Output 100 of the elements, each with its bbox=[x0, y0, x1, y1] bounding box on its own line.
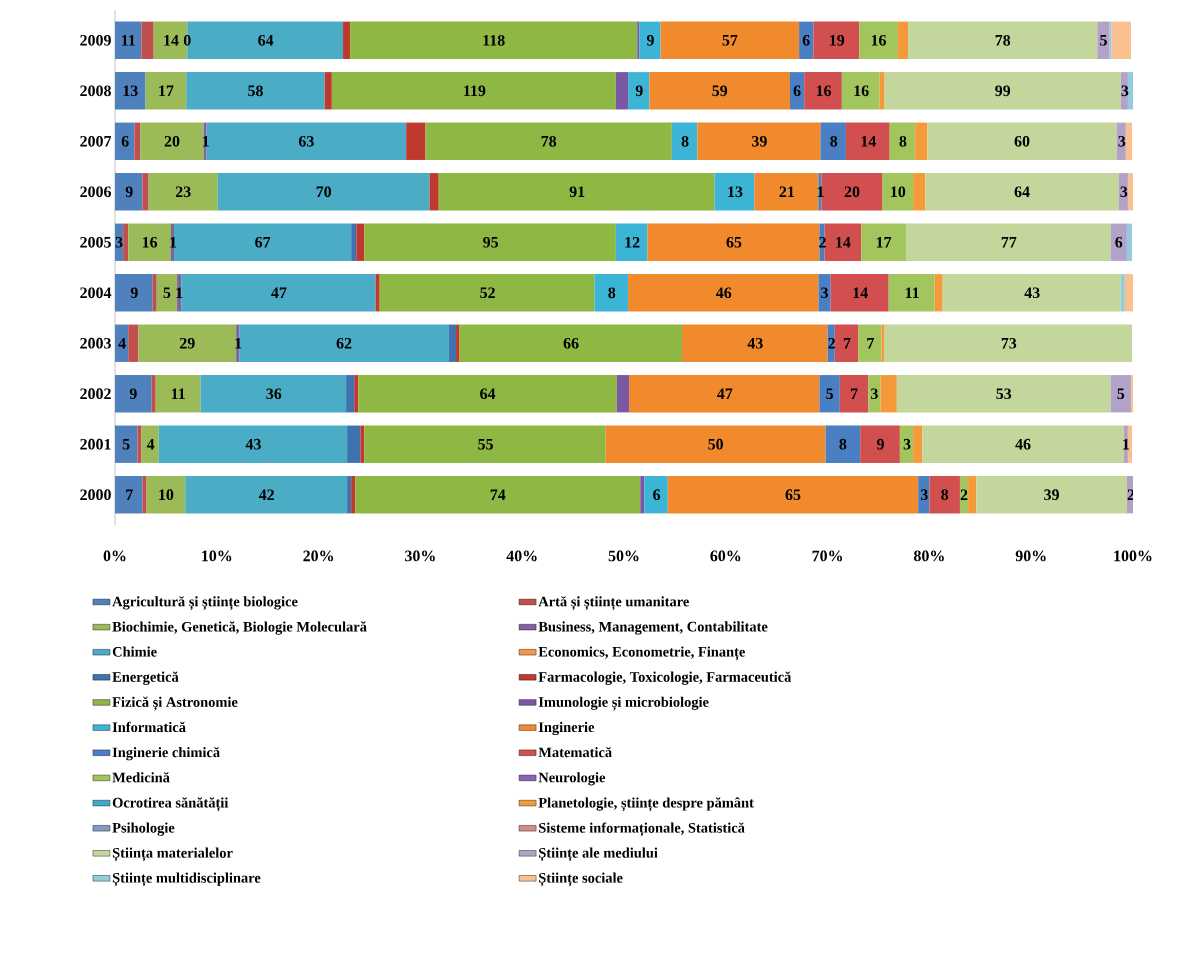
bar bbox=[1126, 223, 1132, 261]
x-tick-label: 50% bbox=[608, 550, 639, 562]
annotation: 14 bbox=[836, 237, 851, 248]
bar bbox=[115, 173, 143, 211]
y-tick-label: 2000 bbox=[80, 489, 111, 501]
bar bbox=[138, 324, 237, 362]
annotation: 7 bbox=[843, 338, 851, 349]
annotation: 6 bbox=[1115, 236, 1123, 248]
bar bbox=[671, 122, 698, 160]
bar bbox=[925, 173, 1119, 211]
bar bbox=[142, 173, 149, 211]
bar bbox=[1127, 425, 1132, 463]
bar bbox=[884, 72, 1121, 110]
legend-label: Inginerie chimică bbox=[112, 746, 220, 761]
legend-label: Matematică bbox=[538, 746, 612, 758]
bar bbox=[429, 173, 439, 211]
annotation: 67 bbox=[255, 236, 271, 248]
bar bbox=[605, 425, 826, 463]
bar bbox=[594, 274, 629, 312]
bar bbox=[141, 425, 159, 463]
bar bbox=[884, 324, 1132, 362]
bar bbox=[115, 21, 142, 59]
annotation: 21 bbox=[779, 186, 795, 198]
annotation: 6 bbox=[653, 489, 661, 501]
y-tick-label: 2003 bbox=[80, 337, 111, 349]
bar bbox=[629, 375, 820, 413]
annotation: 36 bbox=[266, 388, 282, 400]
bar bbox=[128, 324, 139, 362]
bar bbox=[647, 223, 820, 261]
legend-label: Știința materialelor bbox=[112, 847, 233, 862]
annotation: 5 bbox=[826, 388, 834, 400]
x-tick-label: 80% bbox=[913, 550, 944, 562]
annotation: 8 bbox=[839, 438, 847, 450]
annotation: 8 bbox=[899, 135, 907, 147]
annotation: 23 bbox=[175, 186, 191, 198]
bar bbox=[616, 375, 630, 413]
annotation: 11 bbox=[171, 388, 185, 399]
annotation: 19 bbox=[830, 34, 845, 46]
bar bbox=[142, 476, 147, 514]
annotation: 4 bbox=[118, 338, 126, 349]
bar bbox=[818, 274, 831, 312]
annotation: 52 bbox=[480, 287, 495, 299]
bar bbox=[804, 72, 842, 110]
bar bbox=[799, 21, 814, 59]
annotation: 5 bbox=[1117, 388, 1125, 400]
annotation: 3 bbox=[1121, 85, 1129, 97]
bar bbox=[438, 173, 715, 211]
legend-label: Psihologie bbox=[112, 822, 175, 836]
x-tick-label: 20% bbox=[303, 550, 334, 562]
annotation: 1 bbox=[202, 136, 209, 147]
annotation: 5 bbox=[163, 287, 171, 299]
bar bbox=[839, 375, 869, 413]
bar bbox=[351, 476, 356, 514]
bar bbox=[364, 223, 616, 261]
legend-label: Informatică bbox=[112, 721, 186, 733]
legend-label: Sisteme informaționale, Statistică bbox=[539, 822, 745, 837]
annotation: 47 bbox=[717, 388, 733, 399]
bar bbox=[156, 274, 178, 312]
annotation: 73 bbox=[1001, 337, 1017, 349]
bar bbox=[459, 324, 683, 362]
annotation: 2 bbox=[828, 337, 835, 349]
bar bbox=[640, 476, 645, 514]
bar bbox=[882, 173, 914, 211]
annotation: 62 bbox=[336, 337, 352, 349]
bar bbox=[350, 21, 638, 59]
bar bbox=[1120, 274, 1125, 312]
bar bbox=[115, 476, 143, 514]
bar bbox=[927, 122, 1117, 160]
annotation: 3 bbox=[1118, 135, 1126, 147]
bar bbox=[639, 21, 661, 59]
annotation: 46 bbox=[1015, 438, 1031, 450]
bar bbox=[146, 476, 186, 514]
annotation: 91 bbox=[569, 186, 585, 198]
bar bbox=[360, 425, 365, 463]
bar bbox=[1110, 223, 1127, 261]
bar bbox=[346, 375, 355, 413]
y-tick-label: 2007 bbox=[80, 135, 112, 147]
bar bbox=[1127, 173, 1133, 211]
bar bbox=[644, 476, 668, 514]
annotation: 9 bbox=[635, 85, 643, 97]
bar bbox=[929, 476, 960, 514]
bar bbox=[347, 476, 352, 514]
legend-label: Agricultură și științe biologice bbox=[112, 596, 298, 611]
annotation: 13 bbox=[123, 85, 138, 97]
annotation: 9 bbox=[130, 287, 138, 299]
annotation: 119 bbox=[464, 85, 486, 97]
bar bbox=[824, 223, 862, 261]
bar bbox=[888, 274, 935, 312]
legend-label: Business, Management, Contabilitate bbox=[538, 621, 768, 635]
bar bbox=[158, 425, 348, 463]
annotation: 74 bbox=[490, 489, 506, 500]
annotation: 66 bbox=[563, 337, 579, 349]
annotation: 53 bbox=[996, 388, 1012, 400]
annotation: 14 bbox=[164, 35, 179, 46]
bar bbox=[834, 324, 859, 362]
bar bbox=[908, 21, 1098, 59]
bar bbox=[841, 72, 880, 110]
annotation: 12 bbox=[625, 236, 640, 248]
y-tick-label: 2005 bbox=[80, 236, 111, 248]
annotation: 3 bbox=[871, 388, 878, 400]
